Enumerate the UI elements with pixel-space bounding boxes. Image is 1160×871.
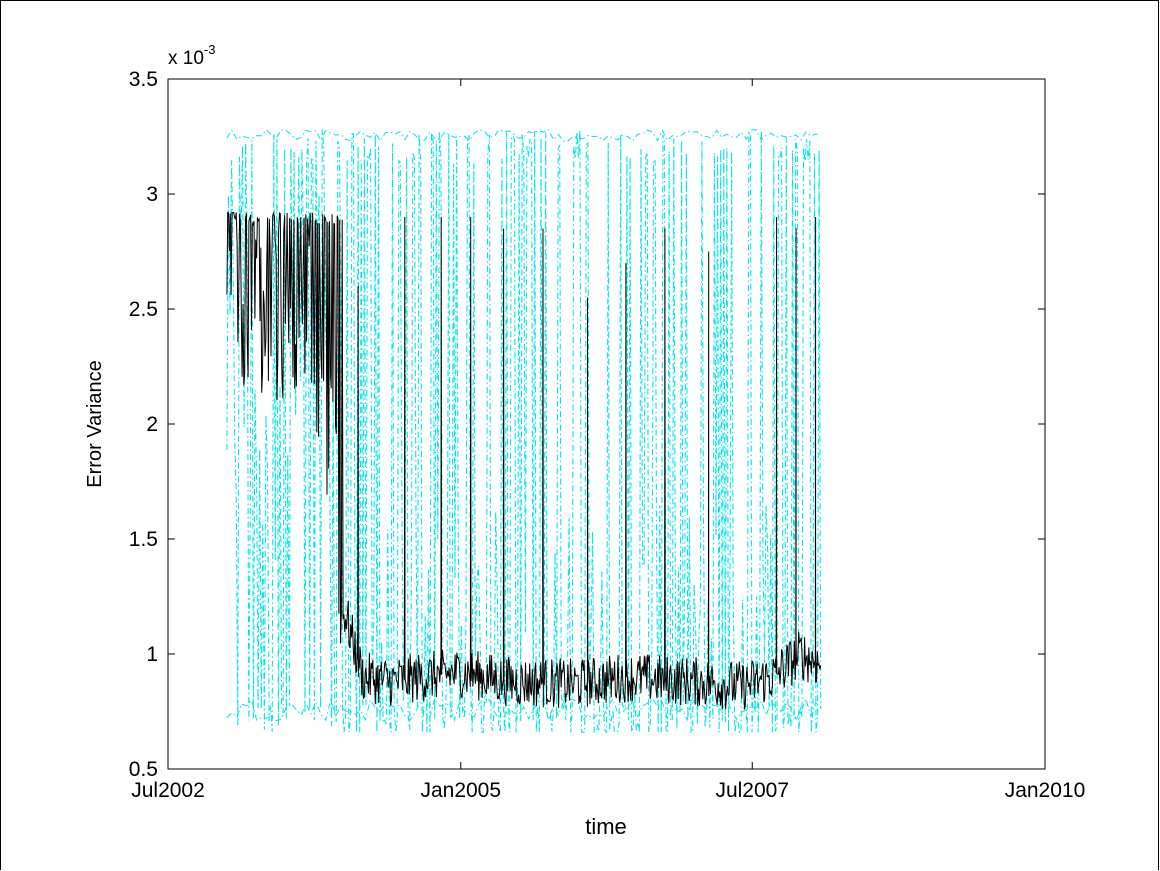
- x-tick-label: Jul2002: [131, 779, 205, 802]
- y-tick-label: 3: [146, 183, 158, 206]
- y-tick-label: 1.5: [129, 528, 158, 551]
- x-axis-label: time: [585, 814, 627, 839]
- cyan-bounds-series: [226, 129, 822, 734]
- cyan-lower-envelope: [226, 697, 822, 723]
- x-tick-label: Jul2007: [715, 779, 789, 802]
- y-tick-label: 2: [146, 413, 158, 436]
- y-tick-label: 3.5: [129, 68, 158, 91]
- y-multiplier-label: x 10-3: [168, 42, 215, 69]
- y-tick-label: 2.5: [129, 298, 158, 321]
- cyan-upper-envelope: [226, 129, 821, 142]
- y-tick-label: 0.5: [129, 758, 158, 781]
- y-axis-label: Error Variance: [84, 360, 106, 487]
- x-tick-label: Jan2010: [1005, 779, 1086, 802]
- x-tick-label: Jan2005: [420, 779, 501, 802]
- y-tick-label: 1: [146, 643, 158, 666]
- y-multiplier-exponent: -3: [204, 42, 216, 57]
- x-axis: Jul2002 Jan2005 Jul2007 Jan2010: [131, 79, 1085, 802]
- y-axis: 0.5 1 1.5 2 2.5 3 3.5: [129, 68, 1045, 781]
- black-estimate-line: [226, 211, 822, 710]
- cyan-bounds-line: [226, 129, 822, 734]
- black-estimate-series: [226, 211, 822, 710]
